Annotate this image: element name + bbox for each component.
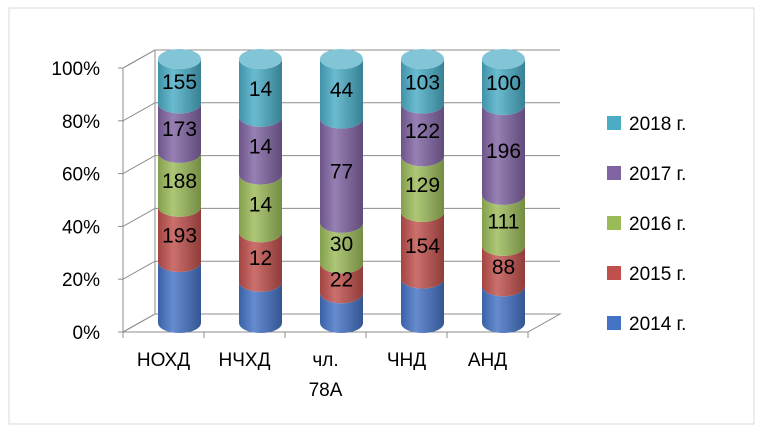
data-label: 14	[249, 78, 273, 101]
y-tick-label: 40%	[62, 217, 100, 238]
legend-label: 2017 г.	[629, 164, 686, 185]
data-label: 173	[162, 118, 197, 141]
chart-area-border	[8, 7, 755, 425]
data-label: 111	[488, 210, 520, 233]
bar-cap	[320, 49, 363, 69]
bar-segment	[401, 103, 444, 167]
legend-item: 2015 г.	[607, 264, 686, 285]
data-label: 188	[162, 170, 197, 193]
x-tick-label: НОХД	[137, 350, 190, 371]
bar-segment	[239, 59, 282, 127]
x-tick-label: НЧХД	[219, 350, 271, 371]
data-label: 193	[162, 224, 197, 247]
legend-label: 2018 г.	[629, 114, 686, 135]
data-label: 22	[330, 268, 353, 291]
legend-swatch	[607, 116, 621, 130]
bar-cap	[401, 49, 444, 69]
y-tick-label: 100%	[51, 59, 100, 80]
legend-swatch	[607, 216, 621, 230]
bars: 193 188 173 155 12 14 14 14 22 30 77 44 154 129 122 103…	[158, 49, 525, 333]
y-tick-label: 80%	[62, 112, 100, 133]
bar-segment	[158, 103, 201, 163]
bar-segment	[239, 232, 282, 292]
y-axis: 0% 20% 40% 60% 80% 100%	[51, 59, 124, 344]
data-label: 44	[330, 79, 354, 102]
legend: 2018 г. 2017 г. 2016 г. 2015 г. 2014 г.	[607, 114, 686, 335]
legend-label: 2016 г.	[629, 214, 686, 235]
bar-segment	[158, 152, 201, 217]
bar-segment	[239, 174, 282, 243]
y-tick-label: 60%	[62, 165, 100, 186]
bar-segment	[482, 104, 525, 205]
bar-column: 193 188 173 155	[158, 49, 201, 333]
y-tick-label: 0%	[73, 323, 101, 344]
legend-item: 2017 г.	[607, 164, 686, 185]
gridline-side	[122, 313, 156, 333]
data-label: 77	[330, 161, 353, 184]
bar-cap	[158, 49, 201, 69]
bar-cap	[239, 49, 282, 69]
bar-column: 22 30 77 44	[320, 49, 363, 333]
bar-segment	[482, 59, 525, 115]
legend-item: 2014 г.	[607, 314, 686, 335]
data-label: 12	[249, 247, 272, 270]
gridline-side	[122, 260, 156, 280]
bar-segment	[158, 206, 201, 273]
data-label: 30	[330, 233, 353, 256]
bar-segment	[401, 156, 444, 222]
x-tick-label: ЧНД	[387, 350, 426, 371]
legend-label: 2015 г.	[629, 264, 686, 285]
data-label: 122	[405, 120, 440, 143]
bar-column: 154 129 122 103	[401, 49, 444, 333]
legend-swatch	[607, 266, 621, 280]
data-label: 154	[405, 235, 440, 258]
bar-segment	[482, 286, 525, 333]
bar-column: 12 14 14 14	[239, 49, 282, 333]
gridline-side	[122, 49, 156, 69]
y-tick-label: 20%	[62, 270, 100, 291]
x-tick-label: АНД	[468, 350, 507, 371]
bar-segment	[320, 293, 363, 333]
bar-segment	[482, 194, 525, 256]
data-label: 196	[486, 140, 521, 163]
bar-segment	[239, 281, 282, 333]
legend-swatch	[607, 316, 621, 330]
data-label: 103	[405, 71, 440, 94]
bar-segment	[482, 245, 525, 297]
bar-segment	[158, 262, 201, 333]
bar-segment	[320, 263, 363, 304]
bar-segment	[401, 211, 444, 289]
bar-segment	[158, 59, 201, 114]
legend-item: 2016 г.	[607, 214, 686, 235]
bar-segment	[320, 59, 363, 129]
legend-swatch	[607, 166, 621, 180]
bar-segment	[320, 118, 363, 233]
bar-segment	[239, 116, 282, 185]
data-label: 129	[405, 174, 440, 197]
x-axis: НОХД НЧХД чл. 78А ЧНД АНД	[122, 332, 529, 401]
data-label: 100	[486, 72, 521, 95]
data-label: 88	[492, 256, 515, 279]
data-label: 14	[249, 136, 273, 159]
gridline-side	[122, 155, 156, 175]
bar-segment	[401, 278, 444, 333]
data-label: 14	[249, 193, 273, 216]
gridline-side	[122, 102, 156, 122]
bar-column: 88 111 196 100	[482, 49, 525, 333]
legend-label: 2014 г.	[629, 314, 686, 335]
x-tick-label: чл. 78А	[309, 350, 343, 401]
bar-segment	[401, 59, 444, 114]
bar-cap	[482, 49, 525, 69]
data-label: 155	[162, 71, 197, 94]
gridline-side	[122, 207, 156, 227]
legend-item: 2018 г.	[607, 114, 686, 135]
bar-segment	[320, 222, 363, 274]
